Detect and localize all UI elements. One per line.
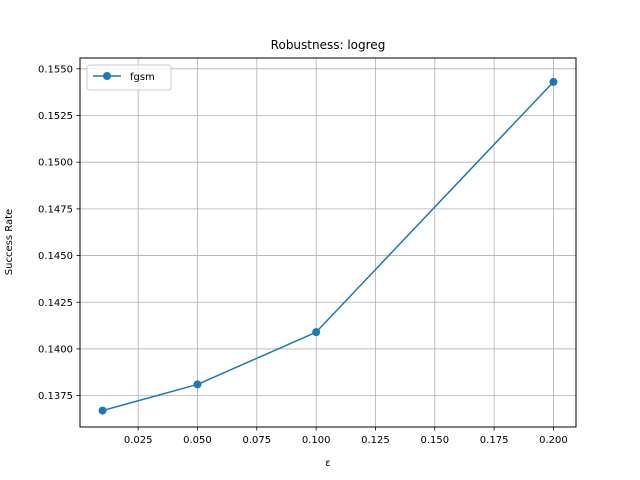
legend-point-marker bbox=[103, 72, 111, 80]
data-point-fgsm bbox=[312, 328, 321, 337]
legend-box bbox=[86, 64, 172, 91]
grid bbox=[80, 58, 576, 427]
y-tick-label: 0.1550 bbox=[38, 64, 73, 75]
legend: fgsm bbox=[86, 64, 172, 91]
chart-title: Robustness: logreg bbox=[271, 38, 386, 52]
x-axis-label: ε bbox=[325, 458, 330, 469]
y-tick-label: 0.1400 bbox=[38, 344, 73, 355]
y-tick-label: 0.1475 bbox=[38, 204, 73, 215]
x-tick-label: 0.025 bbox=[124, 435, 153, 446]
x-tick-label: 0.200 bbox=[539, 435, 568, 446]
y-tick-label: 0.1425 bbox=[38, 298, 73, 309]
y-axis-label: Success Rate bbox=[4, 209, 15, 275]
y-tick-label: 0.1500 bbox=[38, 158, 73, 169]
x-axis-ticks: 0.025 0.050 0.075 0.100 0.125 0.150 0.175 0.200 bbox=[124, 427, 568, 446]
x-tick-label: 0.175 bbox=[480, 435, 509, 446]
data-point-fgsm bbox=[549, 77, 558, 86]
y-tick-label: 0.1375 bbox=[38, 391, 73, 402]
data-point-fgsm bbox=[193, 380, 202, 389]
x-tick-label: 0.075 bbox=[242, 435, 271, 446]
x-tick-label: 0.125 bbox=[361, 435, 390, 446]
y-tick-label: 0.1450 bbox=[38, 251, 73, 262]
y-tick-label: 0.1525 bbox=[38, 111, 73, 122]
plot-frame bbox=[79, 57, 577, 428]
x-tick-label: 0.100 bbox=[302, 435, 331, 446]
data-point-fgsm bbox=[98, 406, 107, 415]
legend-label: fgsm bbox=[130, 72, 155, 83]
series-line-fgsm bbox=[102, 81, 554, 412]
y-axis-ticks: 0.1375 0.1400 0.1425 0.1450 0.1475 0.1500 0.15… bbox=[38, 64, 80, 402]
x-tick-label: 0.150 bbox=[420, 435, 449, 446]
series-layer bbox=[98, 77, 558, 415]
x-tick-label: 0.050 bbox=[183, 435, 212, 446]
